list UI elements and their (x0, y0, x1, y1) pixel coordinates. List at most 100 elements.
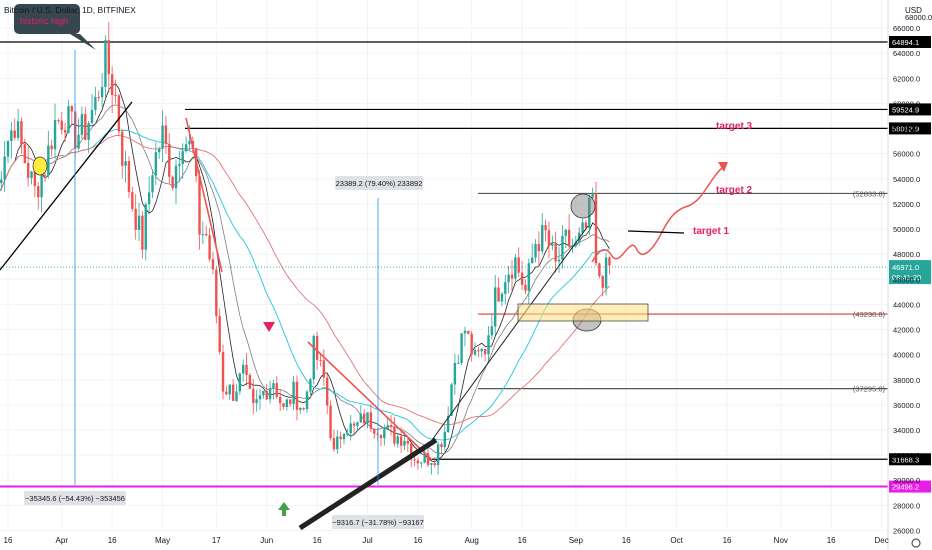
ma-mid-line (0, 104, 610, 455)
candle-body (336, 436, 339, 450)
measure-box-down (24, 491, 126, 505)
candle-body (544, 225, 547, 231)
candle-body (581, 222, 584, 233)
candle-body (517, 257, 520, 273)
candle-body (238, 373, 242, 392)
candle-body (588, 197, 591, 228)
candle-body (534, 244, 537, 258)
candle-body (537, 244, 541, 252)
candle-body (26, 163, 30, 178)
candle-body (406, 440, 410, 444)
candle-body (16, 121, 20, 138)
candle-body (211, 259, 215, 270)
target-3-label: target 3 (716, 121, 753, 132)
candle-body (551, 244, 554, 246)
candle-body (50, 145, 53, 150)
candle-body (322, 360, 326, 378)
y-tick-label: 40000.0 (893, 351, 920, 360)
candle-body (235, 391, 238, 401)
candle-body (420, 462, 423, 464)
y-tick-label: 52000.0 (893, 200, 920, 209)
candle-body (221, 351, 225, 392)
price-axis[interactable]: 26000.0 28000.0 30000.0 32000.0 34000.0 36000… (887, 0, 932, 550)
candle-body (470, 333, 473, 355)
measure-up-label: 23389.2 (79.40%) 233892 (336, 179, 423, 188)
y-tick-label: 60000.0 (893, 99, 920, 108)
candle-body (84, 114, 87, 140)
candle-body (457, 362, 460, 364)
candle-body (473, 350, 477, 355)
candle-body (268, 388, 272, 400)
candle-body (393, 426, 396, 444)
candle-body (100, 87, 104, 98)
projection-path (591, 165, 725, 263)
candle-body (225, 391, 228, 395)
candle-body (383, 429, 386, 439)
candle-body (601, 275, 604, 288)
candle-body (272, 383, 275, 389)
candlestick-series (0, 22, 611, 475)
candle-body (477, 350, 480, 352)
candle-body (94, 96, 97, 110)
current-price-tag (889, 260, 931, 285)
candle-body (520, 272, 524, 285)
candle-body (433, 463, 436, 466)
candle-body (178, 163, 181, 166)
candle-body (188, 140, 191, 145)
time-axis[interactable]: 16 Apr 16 May 17 Jun 16 Jul 16 Aug 16 Sep 16 Oct 16 Nov… (4, 536, 889, 545)
symbol-title: Bitcoin / U.S. Dollar, 1D, BITFINEX (4, 5, 136, 15)
candle-body (608, 257, 611, 266)
candle-body (309, 379, 312, 392)
historic-high-callout (14, 4, 80, 34)
measure-box-down-2 (332, 515, 424, 529)
trendline-descending-1 (185, 117, 223, 273)
candle-body (507, 274, 510, 283)
candle-body (70, 106, 74, 112)
level-price-text: 64894.1 (892, 38, 919, 47)
level-price-text: 29496.2 (892, 483, 919, 492)
candle-body (403, 440, 406, 446)
y-tick-label: 54000.0 (893, 175, 920, 184)
candle-body (80, 114, 84, 135)
candle-body (67, 106, 70, 133)
candle-body (302, 408, 305, 410)
down-arrow-icon (263, 322, 275, 332)
candle-body (87, 123, 90, 140)
candle-body (500, 293, 504, 302)
candle-body (262, 391, 265, 396)
chart-drawings: historic high 23389.2 (79.40%) 233892 −353… (0, 4, 931, 548)
level-price-tag (889, 480, 931, 493)
candle-body (584, 222, 588, 228)
candle-body (265, 391, 268, 400)
trendline-rising-thin (431, 225, 589, 441)
candle-body (497, 287, 500, 302)
highlight-circle (32, 156, 48, 176)
candle-body (460, 333, 463, 363)
candle-body (154, 152, 158, 176)
candle-body (47, 145, 50, 176)
measure-down-label: −35345.6 (−54.43%) −353456 (25, 494, 125, 503)
candle-body (524, 284, 527, 291)
candle-body (342, 434, 346, 440)
candle-body (530, 257, 534, 264)
candle-body (40, 174, 43, 198)
x-tick-label: 16 (622, 536, 631, 545)
y-tick-label: 34000.0 (893, 426, 920, 435)
candle-body (339, 436, 342, 440)
x-tick-label: 16 (4, 536, 13, 545)
candle-body (127, 161, 131, 193)
historic-high-label: historic high (20, 16, 68, 26)
candle-body (467, 330, 470, 334)
candle-body (305, 391, 309, 410)
candle-body (184, 144, 188, 152)
y-tick-label: 26000.0 (893, 526, 920, 535)
candle-body (413, 459, 416, 461)
candle-body (443, 432, 446, 448)
candle-body (366, 412, 369, 424)
x-tick-label: Nov (774, 536, 788, 545)
candle-body (3, 156, 6, 180)
candle-body (245, 364, 248, 376)
candle-body (554, 244, 557, 262)
candle-body (285, 399, 289, 408)
